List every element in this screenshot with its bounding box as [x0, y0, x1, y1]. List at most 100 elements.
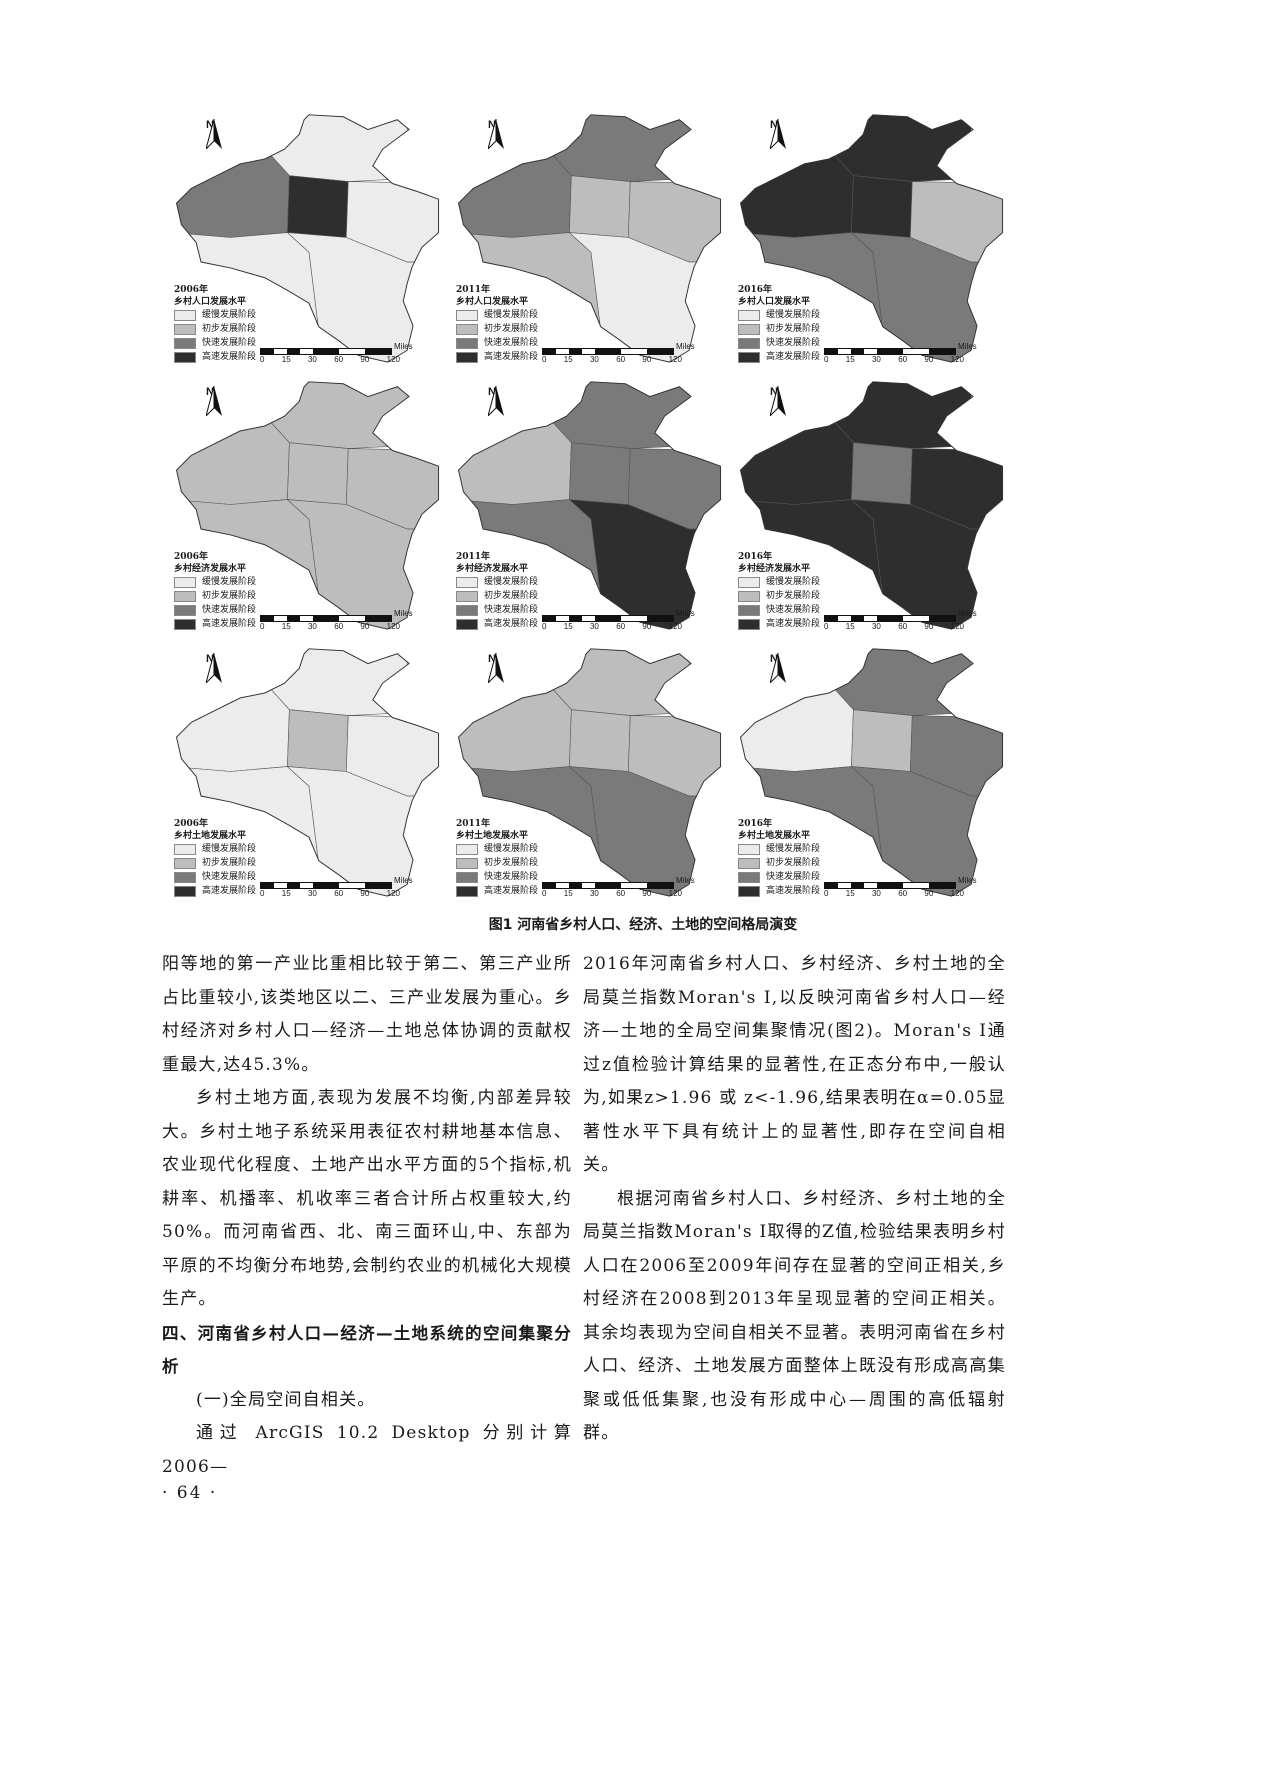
legend-item: 缓慢发展阶段 [456, 575, 538, 589]
legend-item: 高速发展阶段 [456, 350, 538, 364]
legend-swatch [456, 576, 478, 588]
map-region-nw [458, 420, 572, 505]
map-legend: 2011年 乡村人口发展水平 缓慢发展阶段 初步发展阶段 快速发展阶段 高速发展阶段 [456, 284, 538, 364]
scale-tick: 0 [260, 355, 265, 364]
legend-swatch [738, 871, 760, 883]
map-region-center [851, 442, 913, 505]
scale-bar: Miles 0 15 30 60 90 120 [824, 876, 977, 898]
map-region-center [851, 175, 913, 238]
map-legend: 2011年 乡村土地发展水平 缓慢发展阶段 初步发展阶段 快速发展阶段 高速发展阶段 [456, 818, 538, 898]
north-label: N [206, 119, 214, 131]
legend-label: 缓慢发展阶段 [484, 577, 539, 587]
legend-item: 缓慢发展阶段 [738, 575, 820, 589]
legend-label: 快速发展阶段 [202, 605, 257, 615]
map-region-nw [458, 687, 572, 772]
scale-bar: Miles 0 15 30 60 90 120 [542, 342, 695, 364]
scale-tick: 90 [924, 355, 934, 364]
legend-swatch [174, 337, 196, 349]
legend-item: 高速发展阶段 [174, 884, 256, 898]
henan-map [457, 114, 722, 363]
legend-item: 快速发展阶段 [174, 336, 256, 350]
map-legend: 2016年 乡村土地发展水平 缓慢发展阶段 初步发展阶段 快速发展阶段 高速发展阶段 [738, 818, 820, 898]
legend-item: 初步发展阶段 [738, 856, 820, 870]
legend-item: 初步发展阶段 [174, 322, 256, 336]
north-label: N [770, 653, 778, 665]
scale-tick: 120 [668, 355, 682, 364]
legend-item: 初步发展阶段 [738, 589, 820, 603]
legend-label: 初步发展阶段 [766, 324, 821, 334]
legend-item: 快速发展阶段 [738, 603, 820, 617]
scale-tick: 15 [845, 355, 855, 364]
legend-label: 快速发展阶段 [766, 338, 821, 348]
province-outline [457, 648, 722, 897]
figure-1: N 2006年 乡村人口发展水平 缓慢发展阶段 初步发展阶段 快速发展阶段 高速发展阶段 Mi… [168, 105, 1014, 905]
scale-tick: 90 [360, 622, 370, 631]
legend-swatch [174, 843, 196, 855]
legend-label: 缓慢发展阶段 [766, 310, 821, 320]
legend-swatch [174, 885, 196, 897]
legend-year: 2006年 [174, 285, 209, 295]
legend-title: 乡村土地发展水平 [456, 831, 529, 841]
henan-map [457, 648, 722, 897]
legend-label: 初步发展阶段 [766, 591, 821, 601]
legend-item: 缓慢发展阶段 [738, 308, 820, 322]
scale-tick: 120 [668, 889, 682, 898]
legend-item: 高速发展阶段 [174, 350, 256, 364]
paragraph: 阳等地的第一产业比重相比较于第二、第三产业所占比重较小,该类地区以二、三产业发展… [162, 954, 572, 1075]
paragraph: 通过 ArcGIS 10.2 Desktop 分别计算 2006— [162, 1423, 572, 1477]
legend-label: 高速发展阶段 [766, 886, 821, 896]
legend-title: 乡村人口发展水平 [174, 297, 247, 307]
legend-item: 高速发展阶段 [738, 350, 820, 364]
legend-title: 乡村人口发展水平 [738, 297, 811, 307]
legend-swatch [174, 323, 196, 335]
henan-map [739, 648, 1004, 897]
legend-item: 缓慢发展阶段 [456, 308, 538, 322]
legend-swatch [174, 309, 196, 321]
legend-year: 2011年 [456, 285, 491, 295]
scale-unit: Miles [394, 609, 413, 618]
scale-tick: 60 [616, 622, 626, 631]
map-region-center [287, 442, 349, 505]
map-legend: 2011年 乡村经济发展水平 缓慢发展阶段 初步发展阶段 快速发展阶段 高速发展阶段 [456, 551, 538, 631]
legend-label: 快速发展阶段 [484, 872, 539, 882]
scale-unit: Miles [958, 342, 977, 351]
legend-title: 乡村土地发展水平 [174, 831, 247, 841]
legend-label: 高速发展阶段 [484, 619, 539, 629]
scale-tick: 90 [642, 889, 652, 898]
scale-bar: Miles 0 15 30 60 90 120 [824, 609, 977, 631]
legend-swatch [738, 337, 760, 349]
scale-tick: 0 [542, 622, 547, 631]
page-number: · 64 · [162, 1483, 218, 1503]
scale-tick: 60 [334, 355, 344, 364]
map-region-nw [740, 153, 854, 238]
north-arrow-icon: N [770, 119, 786, 149]
scale-tick: 60 [898, 622, 908, 631]
scale-bar: Miles 0 15 30 60 90 120 [260, 609, 413, 631]
legend-label: 缓慢发展阶段 [766, 577, 821, 587]
legend-label: 缓慢发展阶段 [202, 310, 257, 320]
scale-tick: 90 [642, 622, 652, 631]
legend-item: 高速发展阶段 [174, 617, 256, 631]
scale-bar: Miles 0 15 30 60 90 120 [542, 609, 695, 631]
north-label: N [488, 653, 496, 665]
legend-label: 初步发展阶段 [484, 324, 539, 334]
scale-bar: Miles 0 15 30 60 90 120 [824, 342, 977, 364]
scale-tick: 120 [950, 889, 964, 898]
figure-caption: 图1 河南省乡村人口、经济、土地的空间格局演变 [488, 917, 798, 933]
legend-swatch [738, 857, 760, 869]
map-legend: 2006年乡村人口发展水平缓慢发展阶段初步发展阶段 快速发展阶段 高速发展阶段 [174, 284, 256, 364]
legend-title: 乡村经济发展水平 [456, 564, 529, 574]
legend-label: 高速发展阶段 [484, 886, 539, 896]
scale-tick: 0 [542, 889, 547, 898]
scale-unit: Miles [958, 876, 977, 885]
legend-label: 缓慢发展阶段 [484, 310, 539, 320]
legend-label: 初步发展阶段 [202, 858, 257, 868]
legend-swatch [456, 857, 478, 869]
scale-unit: Miles [676, 876, 695, 885]
legend-year: 2006年 [174, 819, 209, 829]
scale-tick: 30 [589, 889, 599, 898]
legend-item: 初步发展阶段 [456, 589, 538, 603]
map-region-center [569, 442, 631, 505]
legend-swatch [174, 618, 196, 630]
legend-swatch [456, 309, 478, 321]
